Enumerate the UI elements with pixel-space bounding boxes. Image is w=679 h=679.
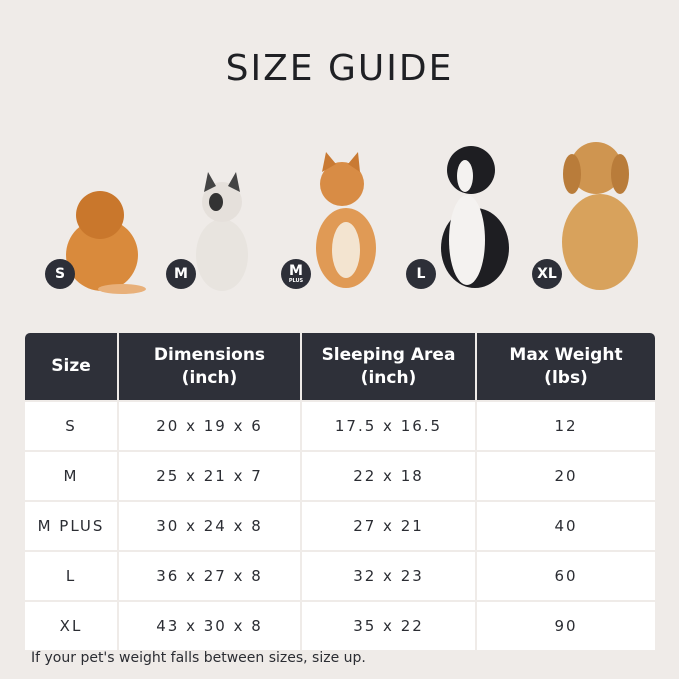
cell-dimensions: 25 x 21 x 7 — [117, 450, 301, 501]
size-badge-s: S — [45, 259, 75, 289]
badge-label: M — [289, 263, 303, 279]
pomeranian-image — [66, 191, 146, 294]
cell-max-weight: 12 — [475, 400, 655, 451]
cell-size: S — [25, 400, 118, 451]
cell-max-weight: 60 — [475, 550, 655, 601]
header-text: Sleeping Area — [321, 344, 456, 365]
cell-size: XL — [25, 600, 118, 650]
header-unit: (inch) — [360, 367, 417, 388]
header-dimensions: Dimensions (inch) — [117, 333, 301, 401]
size-badge-l: L — [406, 259, 436, 289]
cell-max-weight: 90 — [475, 600, 655, 650]
border-collie-image — [441, 146, 509, 288]
cell-sleeping-area: 22 x 18 — [300, 450, 476, 501]
cell-sleeping-area: 32 x 23 — [300, 550, 476, 601]
badge-label: XL — [537, 266, 557, 282]
table-row: M PLUS 30 x 24 x 8 27 x 21 40 — [25, 500, 655, 551]
header-text: Max Weight — [509, 344, 623, 365]
header-size: Size — [25, 333, 118, 401]
cell-max-weight: 20 — [475, 450, 655, 501]
badge-label: M — [174, 266, 188, 282]
size-badge-m-plus: M PLUS — [281, 259, 311, 289]
cell-sleeping-area: 35 x 22 — [300, 600, 476, 650]
cell-dimensions: 30 x 24 x 8 — [117, 500, 301, 551]
badge-sublabel: PLUS — [288, 278, 304, 284]
header-text: Size — [51, 356, 91, 377]
page-title: SIZE GUIDE — [225, 48, 454, 89]
badge-label: S — [54, 266, 66, 282]
header-unit: (lbs) — [544, 367, 588, 388]
size-badge-m: M — [166, 259, 196, 289]
cell-dimensions: 20 x 19 x 6 — [117, 400, 301, 451]
badge-label: L — [416, 266, 426, 282]
table-row: M 25 x 21 x 7 22 x 18 20 — [25, 450, 655, 501]
cell-dimensions: 36 x 27 x 8 — [117, 550, 301, 601]
size-badge-xl: XL — [532, 259, 562, 289]
golden-retriever-image — [562, 142, 638, 290]
header-unit: (inch) — [181, 367, 238, 388]
size-table: Size Dimensions (inch) Sleeping Area (inch… — [25, 333, 655, 650]
cell-size: M PLUS — [25, 500, 118, 551]
cell-dimensions: 43 x 30 x 8 — [117, 600, 301, 650]
shiba-inu-image — [316, 152, 376, 288]
header-text: Dimensions — [153, 344, 266, 365]
sizing-note: If your pet's weight falls between sizes… — [31, 650, 366, 666]
cell-sleeping-area: 17.5 x 16.5 — [300, 400, 476, 451]
cell-size: M — [25, 450, 118, 501]
table-header-row: Size Dimensions (inch) Sleeping Area (inch… — [25, 333, 655, 401]
french-bulldog-image — [196, 172, 248, 291]
table-row: L 36 x 27 x 8 32 x 23 60 — [25, 550, 655, 601]
table-row: XL 43 x 30 x 8 35 x 22 90 — [25, 600, 655, 650]
cell-sleeping-area: 27 x 21 — [300, 500, 476, 551]
cell-size: L — [25, 550, 118, 601]
header-sleeping-area: Sleeping Area (inch) — [300, 333, 476, 401]
cell-max-weight: 40 — [475, 500, 655, 551]
table-row: S 20 x 19 x 6 17.5 x 16.5 12 — [25, 400, 655, 451]
header-max-weight: Max Weight (lbs) — [475, 333, 655, 401]
